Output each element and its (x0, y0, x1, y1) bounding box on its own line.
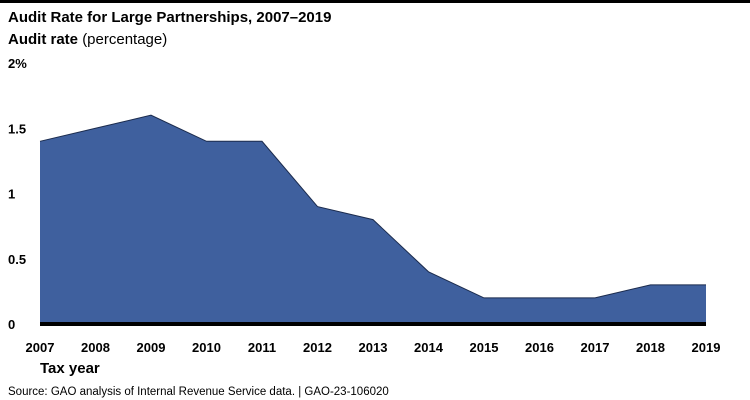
y-tick-label: 0.5 (8, 252, 26, 267)
x-tick-label: 2010 (192, 340, 221, 355)
y-axis-title: Audit rate (percentage) (8, 31, 167, 48)
chart-title: Audit Rate for Large Partnerships, 2007–… (8, 9, 331, 26)
x-tick-label: 2019 (692, 340, 721, 355)
y-tick-label: 0 (8, 317, 15, 332)
x-tick-label: 2013 (359, 340, 388, 355)
source-note: Source: GAO analysis of Internal Revenue… (8, 386, 389, 398)
x-tick-label: 2011 (248, 340, 276, 355)
y-axis-label: Audit rate (8, 31, 78, 48)
x-tick-label: 2017 (581, 340, 610, 355)
x-tick-label: 2009 (137, 340, 166, 355)
y-tick-label: 1 (8, 187, 15, 202)
x-tick-label: 2016 (525, 340, 554, 355)
y-tick-label: 1.5 (8, 121, 26, 136)
x-tick-label: 2007 (26, 340, 55, 355)
x-tick-label: 2012 (303, 340, 332, 355)
x-tick-label: 2008 (81, 340, 110, 355)
area-outline (39, 114, 706, 299)
y-axis-unit: (percentage) (82, 31, 167, 48)
x-tick-label: 2015 (470, 340, 499, 355)
y-tick-label: 2% (8, 56, 27, 71)
x-tick-label: 2014 (414, 340, 444, 355)
x-tick-label: 2018 (636, 340, 665, 355)
x-axis-title: Tax year (40, 360, 100, 377)
